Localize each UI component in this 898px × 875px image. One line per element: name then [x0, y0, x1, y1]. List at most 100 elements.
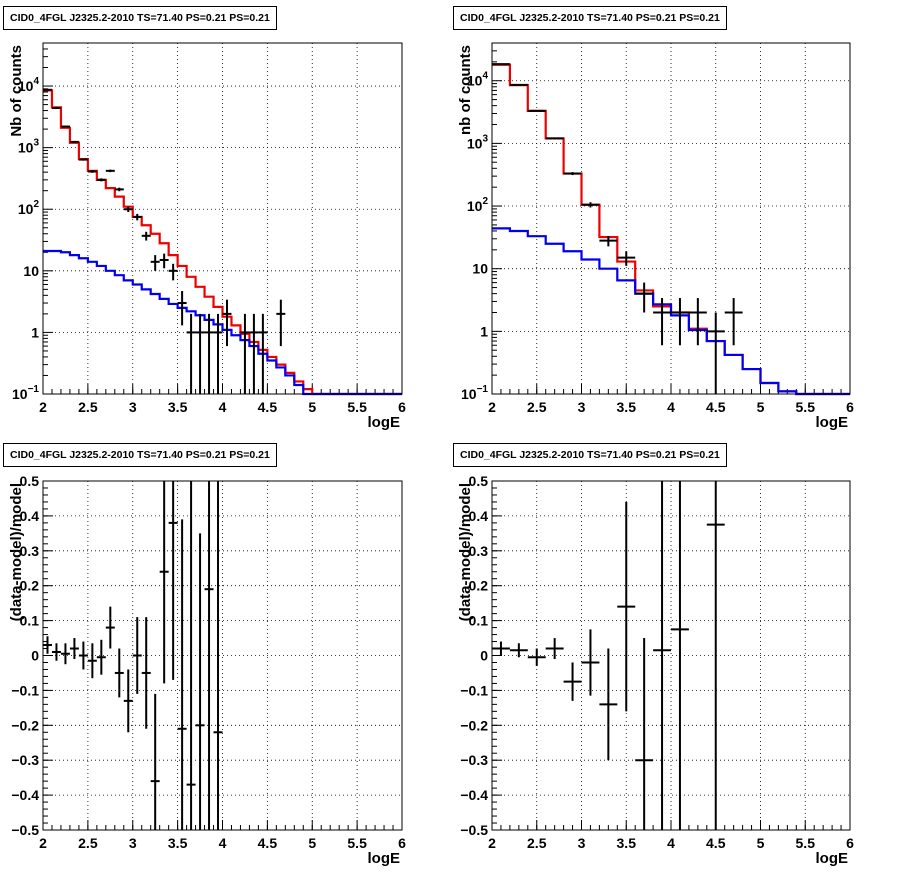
data-point: [249, 313, 259, 394]
data-point: [527, 648, 546, 666]
x-tick-label: 2: [488, 399, 496, 415]
data-point: [545, 638, 564, 659]
data-point: [177, 519, 187, 830]
y-tick-label: 0.4: [20, 508, 40, 524]
x-tick-label: 3: [578, 399, 586, 415]
data-point: [78, 158, 88, 161]
data-point: [132, 617, 142, 694]
y-tick-exponent: 2: [33, 199, 39, 210]
y-tick-label: 102: [467, 196, 489, 214]
data-point: [492, 641, 510, 656]
data-point: [545, 137, 564, 140]
chart-title-bottom-right: CID0_4FGL J2325.2-2010 TS=71.40 PS=0.21 …: [453, 443, 727, 467]
data-point: [186, 313, 196, 394]
x-tick-label: 3.5: [168, 399, 188, 415]
x-tick-label: 4: [219, 399, 227, 415]
data-point: [706, 312, 725, 394]
plot-frame: [42, 42, 403, 395]
data-point: [114, 187, 124, 192]
data-point: [51, 107, 61, 110]
data-point: [276, 299, 286, 347]
x-tick-label: 5: [757, 399, 765, 415]
y-tick-label: −0.2: [11, 717, 39, 733]
data-point: [688, 298, 707, 346]
y-tick-label: 0.4: [469, 508, 489, 524]
y-tick-exponent: 3: [33, 138, 39, 149]
data-point: [653, 481, 671, 830]
data-point: [213, 313, 223, 394]
data-point: [177, 291, 187, 326]
data-point: [222, 299, 232, 347]
y-tick-label: −0.4: [11, 787, 39, 803]
y-tick-exponent: −1: [28, 384, 40, 395]
x-tick-label: 2.5: [78, 835, 98, 851]
x-axis-label: logE: [368, 850, 401, 867]
data-point: [132, 213, 142, 221]
x-axis-label: logE: [816, 850, 849, 867]
data-point: [114, 648, 124, 698]
x-tick-label: 5.5: [347, 835, 367, 851]
y-tick-label: 102: [18, 199, 40, 217]
x-tick-label: 3: [578, 835, 586, 851]
data-point: [509, 643, 528, 658]
data-point: [724, 298, 743, 346]
data-point: [168, 481, 178, 680]
y-tick-label: 0.2: [469, 578, 489, 594]
y-tick-base: 10: [18, 201, 34, 217]
data-point: [563, 172, 582, 176]
x-tick-label: 5.5: [796, 835, 816, 851]
x-tick-label: 2: [488, 835, 496, 851]
data-point: [78, 641, 88, 670]
data-point: [204, 481, 214, 830]
data-point: [509, 83, 528, 86]
x-tick-label: 2: [39, 399, 47, 415]
chart-title-bottom-left: CID0_4FGL J2325.2-2010 TS=71.40 PS=0.21 …: [3, 443, 277, 467]
x-tick-label: 3.5: [168, 835, 188, 851]
data-point: [159, 481, 169, 684]
x-tick-label: 4.5: [706, 835, 726, 851]
x-tick-label: 4.5: [258, 399, 278, 415]
data-point: [581, 202, 600, 208]
y-tick-base: 10: [467, 198, 483, 214]
data-point: [105, 169, 115, 173]
data-point: [150, 255, 160, 271]
x-axis-label: logE: [368, 414, 401, 431]
y-tick-label: −0.3: [11, 752, 39, 768]
data-point: [213, 481, 223, 830]
y-tick-label: 103: [18, 138, 40, 156]
data-point: [240, 313, 250, 394]
x-tick-label: 2.5: [527, 399, 547, 415]
data-point: [69, 638, 79, 659]
residual-panel-left: 2 2.5 3 3.5 4 4.5 5 5.5 6 −0.5 −0.4 −0.3 −0.2 −0.1 0 0.…: [8, 473, 406, 867]
x-tick-label: 5: [308, 835, 316, 851]
y-tick-base: 10: [461, 386, 477, 402]
x-tick-label: 3: [129, 835, 137, 851]
y-tick-label: −0.1: [460, 682, 488, 698]
data-point: [96, 639, 106, 675]
y-tick-label: −0.5: [460, 822, 488, 838]
data-point: [87, 170, 97, 173]
y-tick-exponent: 3: [482, 133, 488, 144]
x-tick-label: 4: [667, 399, 675, 415]
y-tick-base: 10: [18, 78, 34, 94]
y-tick-exponent: −1: [477, 384, 489, 395]
plot-frame: [491, 42, 851, 395]
y-tick-label: 10−1: [461, 384, 488, 402]
data-point: [195, 313, 205, 394]
y-tick-label: −0.3: [460, 752, 488, 768]
y-tick-base: 10: [467, 135, 483, 151]
y-tick-label: 103: [467, 133, 489, 151]
plot-frame: [491, 480, 851, 831]
data-point: [258, 313, 268, 394]
data-point: [168, 263, 178, 281]
y-tick-label: 0: [31, 648, 39, 664]
data-point: [51, 643, 61, 661]
data-point: [43, 88, 52, 91]
x-tick-label: 2.5: [527, 835, 547, 851]
data-point: [43, 636, 52, 654]
y-tick-base: 10: [18, 140, 34, 156]
data-point: [141, 231, 151, 241]
y-tick-label: 1: [31, 324, 39, 340]
y-tick-label: 0.3: [20, 543, 40, 559]
x-tick-label: 3: [129, 399, 137, 415]
